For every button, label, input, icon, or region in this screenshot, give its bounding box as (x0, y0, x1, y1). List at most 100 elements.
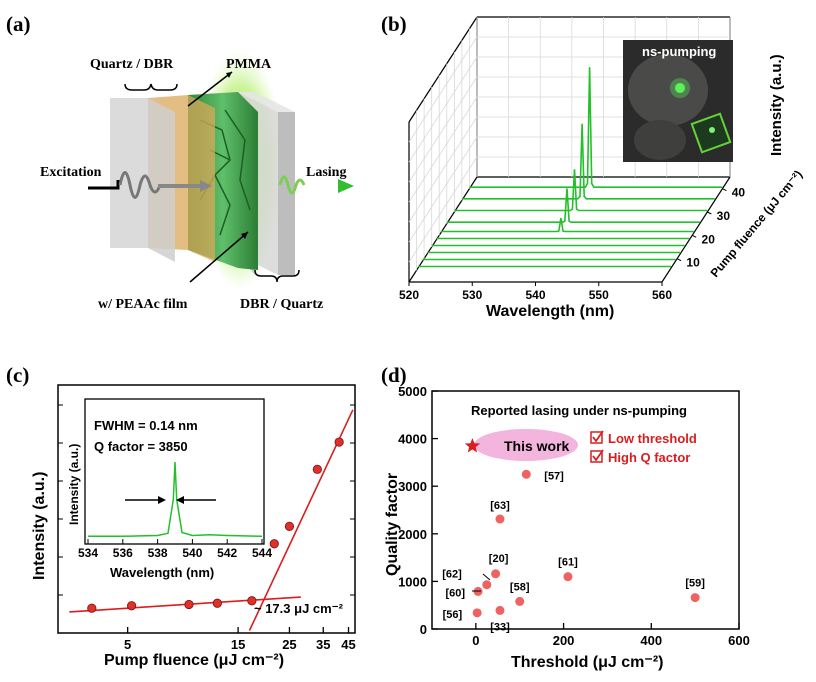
d-ytick-label: 0 (420, 622, 427, 637)
b-zlabel: Intensity (a.u.) (768, 54, 785, 156)
b-xtick-label: 540 (525, 288, 545, 302)
c-data-point (269, 539, 279, 549)
d-this-work-label: This work (504, 438, 570, 454)
d-check-1-icon (592, 430, 604, 443)
d-point (482, 580, 492, 590)
c-xtick-label: 15 (231, 637, 245, 652)
b-ytick-label: 10 (686, 256, 700, 270)
d-ytick-label: 5000 (398, 384, 427, 399)
b-frame-edge-1 (661, 176, 731, 283)
d-checkbox-2 (590, 449, 604, 463)
b-spectrum-25 (446, 188, 700, 223)
b-xtick-label: 530 (462, 288, 482, 302)
d-this-work-star (464, 438, 481, 453)
c-inset-xtick-label: 538 (148, 546, 168, 560)
c-inset-spectrum (88, 461, 263, 538)
b-grid-side-horiz (408, 76, 478, 183)
d-y-ticks: 0 1000 2000 3000 4000 5000 (398, 384, 438, 637)
b-grid-side-horiz (408, 136, 478, 243)
b-grid-side-horiz (408, 156, 478, 263)
b-x-ticks: 520 530 540 550 560 (399, 282, 672, 302)
b-inset-disc-2 (634, 120, 686, 160)
d-star-icon (464, 438, 481, 453)
b-inset-spot-2 (709, 127, 715, 133)
d-point-label: [20] (489, 553, 509, 565)
c-inset-xtick-label: 540 (182, 546, 202, 560)
d-checkbox-1-box (590, 431, 603, 444)
panel-a-tag: (a) (6, 12, 31, 36)
d-title: Reported lasing under ns-pumping (471, 403, 687, 418)
d-point-label: [62] (442, 569, 462, 581)
c-inset-xtick-label: 536 (113, 546, 133, 560)
c-data-point (127, 601, 137, 611)
d-ytick-label: 1000 (398, 574, 427, 589)
c-inset-xlabel: Wavelength (nm) (110, 565, 214, 580)
b-ytick-mark (707, 211, 712, 215)
label-pmma: PMMA (226, 57, 272, 72)
d-ytick-label: 2000 (398, 527, 427, 542)
d-point (472, 608, 482, 618)
b-grid-side-horiz (408, 36, 478, 143)
d-point-label: [33] (490, 621, 510, 633)
b-frame-edge-8 (408, 16, 478, 123)
front-quartz-side (110, 98, 148, 248)
d-check1-label: Low threshold (608, 431, 697, 446)
d-xtick-label: 600 (728, 633, 750, 648)
d-xtick-label: 0 (472, 633, 479, 648)
b-grid-side-horiz (408, 56, 478, 163)
d-check2-label: High Q factor (608, 450, 690, 465)
film-cracks (199, 109, 251, 236)
b-ytick-label: 30 (717, 209, 731, 223)
b-xtick-label: 560 (652, 288, 672, 302)
film-pointer-head (241, 232, 248, 239)
right-quartz-top (238, 92, 295, 112)
lasing-wave (278, 175, 306, 195)
b-xlabel: Wavelength (nm) (486, 303, 614, 320)
b-ytick-mark (691, 234, 697, 238)
c-axes-frame (57, 384, 356, 634)
panel-c-tag: (c) (6, 363, 30, 387)
b-spectrum-40 (469, 67, 723, 188)
c-inset-fwhm: FWHM = 0.14 nm (94, 418, 198, 433)
d-xtick-label: 400 (640, 633, 662, 648)
d-point (495, 605, 505, 615)
pmma-pointer-head (226, 72, 232, 78)
d-ylabel: Quality factor (384, 473, 401, 576)
c-data-point (334, 437, 344, 447)
label-dbr-quartz: DBR / Quartz (240, 297, 323, 312)
c-xtick-label: 45 (341, 637, 355, 652)
d-point-label: [57] (544, 470, 564, 482)
d-data-points: [57] [63] [20] [62] [60] [58] [61] [59] [56] [33] (442, 469, 705, 633)
excitation-arrow (88, 180, 120, 190)
c-y-ticks (58, 404, 355, 596)
c-ylabel: Intensity (a.u.) (31, 472, 48, 580)
d-leader-62 (482, 573, 491, 581)
d-point-label: [61] (558, 557, 578, 569)
d-point-label: [59] (685, 578, 705, 590)
b-ytick-mark (676, 258, 682, 262)
d-checkbox-1 (590, 430, 604, 444)
label-quartz-dbr: Quartz / DBR (90, 57, 174, 72)
film-pointer (189, 231, 249, 283)
c-inset-qfactor: Q factor = 3850 (94, 439, 188, 454)
b-inset-photo: ns-pumping (623, 40, 733, 162)
c-inset-ylabel: Intensity (a.u.) (67, 444, 81, 525)
excitation-wave (118, 171, 162, 199)
c-x-ticks: 5 15 25 35 45 (124, 627, 356, 652)
b-spectrum-21 (440, 217, 694, 233)
label-lasing: Lasing (306, 165, 346, 180)
c-xlabel: Pump fluence (μJ cm⁻²) (104, 652, 284, 669)
d-point (515, 596, 525, 606)
c-xtick-label: 25 (282, 637, 296, 652)
quartz-dbr-brace (124, 83, 178, 91)
b-frame-edge-2 (408, 176, 478, 283)
b-inset-disc-1 (628, 54, 708, 126)
dbr-quartz-brace (254, 269, 300, 283)
c-data-point (184, 599, 194, 610)
b-xtick-label: 520 (399, 288, 419, 302)
d-ytick-label: 3000 (398, 479, 427, 494)
d-point (690, 593, 700, 603)
d-point (491, 569, 501, 579)
